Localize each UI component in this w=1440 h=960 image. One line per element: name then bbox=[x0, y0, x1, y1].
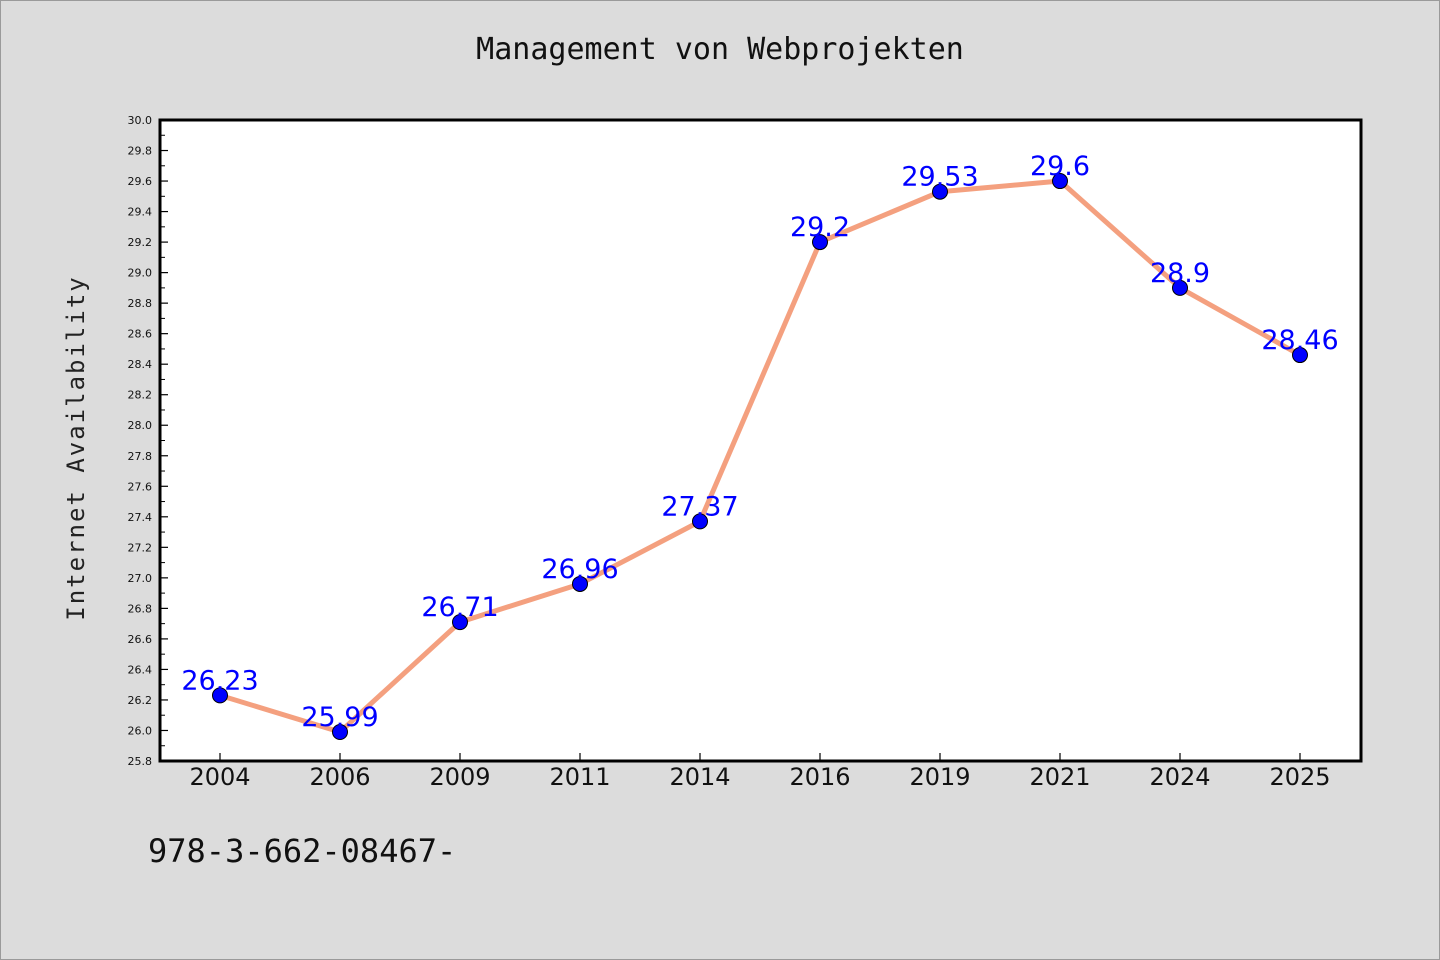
data-label: 26.23 bbox=[181, 665, 258, 696]
data-point bbox=[572, 575, 588, 592]
data-label: 27.37 bbox=[661, 491, 738, 522]
data-label: 29.53 bbox=[901, 162, 978, 193]
y-tick-label: 26.6 bbox=[128, 633, 153, 646]
data-label: 29.6 bbox=[1030, 151, 1090, 182]
x-tick-label: 2024 bbox=[1149, 763, 1210, 791]
chart-title: Management von Webprojekten bbox=[476, 32, 964, 67]
y-tick-label: 27.4 bbox=[128, 511, 153, 524]
y-tick-label: 29.8 bbox=[128, 145, 153, 158]
data-labels: 26.23 25.99 26.71 26.96 27.37 29.2 29.53 29.6 28… bbox=[181, 151, 1338, 733]
plot-area bbox=[158, 118, 1363, 763]
x-tick-label: 2019 bbox=[909, 763, 970, 791]
y-axis-ticks: 25.8 26.0 26.2 26.4 26.6 26.8 27.0 27.2 27.4 27.6… bbox=[128, 114, 168, 768]
data-label: 28.46 bbox=[1261, 325, 1338, 356]
y-tick-label: 25.8 bbox=[128, 755, 153, 768]
x-tick-label: 2006 bbox=[309, 763, 370, 791]
data-point bbox=[212, 687, 228, 704]
y-tick-label: 26.4 bbox=[128, 663, 153, 676]
y-tick-label: 29.4 bbox=[128, 206, 153, 219]
footer-code: 978-3-662-08467- bbox=[148, 832, 457, 870]
y-tick-label: 28.2 bbox=[128, 389, 153, 402]
x-tick-label: 2011 bbox=[549, 763, 610, 791]
y-tick-label: 30.0 bbox=[128, 114, 153, 127]
data-point bbox=[812, 234, 828, 251]
data-label: 28.9 bbox=[1150, 258, 1210, 289]
y-tick-label: 27.6 bbox=[128, 480, 153, 493]
y-tick-label: 27.2 bbox=[128, 541, 153, 554]
data-point bbox=[1292, 347, 1308, 364]
y-tick-label: 29.6 bbox=[128, 175, 153, 188]
y-tick-label: 29.2 bbox=[128, 236, 153, 249]
x-tick-label: 2009 bbox=[429, 763, 490, 791]
data-point bbox=[932, 183, 948, 200]
x-tick-label: 2021 bbox=[1029, 763, 1090, 791]
data-point bbox=[452, 614, 468, 631]
y-tick-label: 27.0 bbox=[128, 572, 153, 585]
y-tick-label: 26.0 bbox=[128, 724, 153, 737]
y-tick-label: 28.8 bbox=[128, 297, 153, 310]
data-label: 26.71 bbox=[421, 592, 498, 623]
data-label: 25.99 bbox=[301, 702, 378, 733]
series-group bbox=[212, 173, 1308, 741]
x-tick-label: 2004 bbox=[189, 763, 250, 791]
y-tick-label: 29.0 bbox=[128, 267, 153, 280]
data-point bbox=[692, 513, 708, 530]
series-line bbox=[217, 178, 1303, 735]
x-tick-label: 2016 bbox=[789, 763, 850, 791]
data-label: 26.96 bbox=[541, 554, 618, 585]
data-label: 29.2 bbox=[790, 212, 850, 243]
y-tick-label: 28.0 bbox=[128, 419, 153, 432]
y-tick-label: 28.6 bbox=[128, 328, 153, 341]
x-tick-label: 2014 bbox=[669, 763, 730, 791]
y-tick-label: 26.2 bbox=[128, 694, 153, 707]
data-point bbox=[1172, 279, 1188, 296]
data-point bbox=[1052, 173, 1068, 190]
y-tick-label: 26.8 bbox=[128, 602, 153, 615]
data-point bbox=[332, 724, 348, 741]
x-tick-label: 2025 bbox=[1269, 763, 1330, 791]
x-axis-ticks: 2004 2006 2009 2011 2014 2016 2019 2021 2024 2025 bbox=[189, 753, 1331, 791]
y-tick-label: 27.8 bbox=[128, 450, 153, 463]
y-tick-label: 28.4 bbox=[128, 358, 153, 371]
